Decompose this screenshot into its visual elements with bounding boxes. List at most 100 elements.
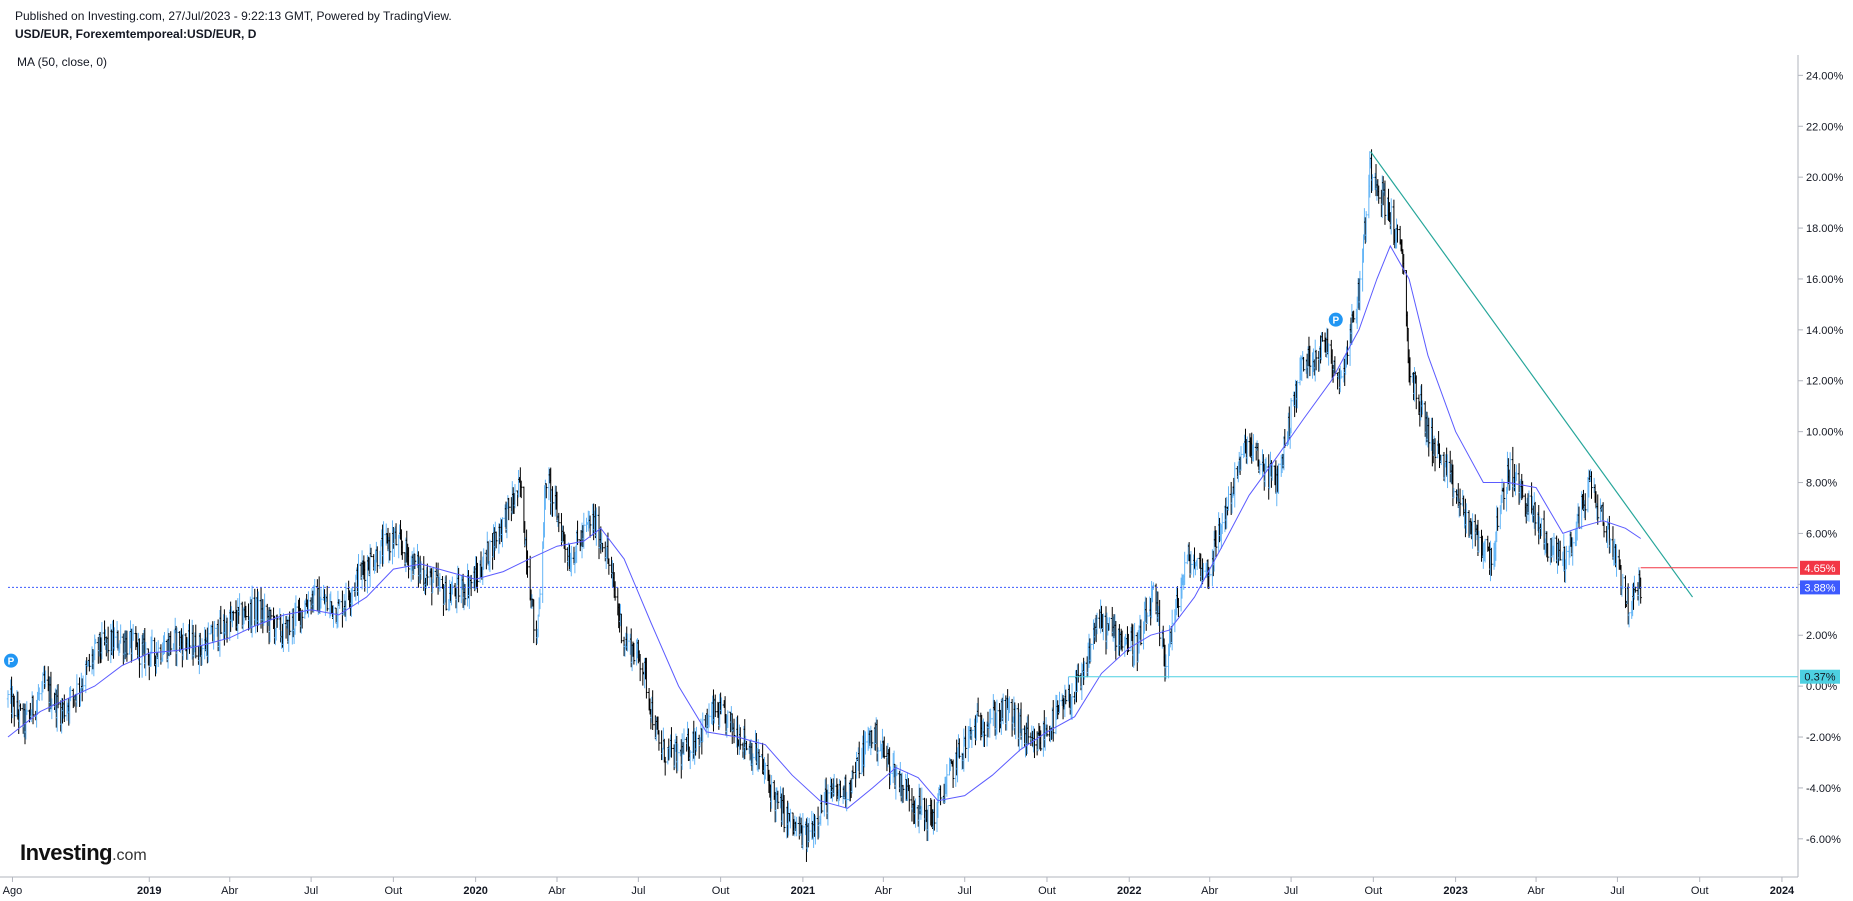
ohlc-bar (726, 710, 729, 728)
ohlc-bar (106, 626, 110, 661)
ohlc-bar (388, 532, 391, 561)
ohlc-bar (638, 654, 642, 682)
indicator-legend[interactable]: MA (50, close, 0) (17, 55, 108, 69)
ohlc-bar (1208, 569, 1211, 577)
ohlc-bar (1027, 714, 1030, 745)
ohlc-bar (701, 712, 704, 743)
ohlc-bar (275, 614, 279, 628)
ohlc-bar (976, 697, 980, 717)
ohlc-bar (670, 727, 673, 758)
ohlc-bar (870, 730, 873, 749)
ohlc-bar (1477, 530, 1481, 553)
ohlc-bar (782, 795, 786, 833)
ohlc-bar (545, 483, 548, 499)
ohlc-bar (526, 550, 529, 578)
ohlc-bar (889, 766, 892, 786)
ohlc-bar (970, 729, 974, 749)
ohlc-bar (1471, 513, 1474, 549)
ohlc-bar (31, 695, 35, 725)
ohlc-bar (1415, 375, 1418, 410)
ohlc-bar (1533, 501, 1537, 536)
ohlc-bar (926, 805, 930, 842)
ohlc-bar (482, 548, 485, 570)
ohlc-bar (795, 816, 798, 837)
ohlc-bar (1233, 462, 1236, 508)
ohlc-bar (820, 794, 823, 814)
ohlc-bar (1446, 454, 1449, 489)
ohlc-bar (451, 576, 454, 595)
ohlc-bar (807, 817, 811, 843)
ohlc-bar (1321, 331, 1324, 342)
ohlc-bar (50, 698, 54, 720)
ohlc-bar (1314, 349, 1318, 371)
ohlc-bar (119, 624, 122, 644)
ohlc-bar (570, 545, 573, 577)
ohlc-bar (576, 520, 579, 545)
ohlc-bar (582, 512, 586, 549)
ohlc-bar (595, 507, 598, 546)
ohlc-bar (541, 541, 544, 603)
ohlc-bar (1001, 693, 1005, 725)
ohlc-bar (557, 512, 560, 533)
ohlc-bar (494, 531, 498, 549)
ohlc-bar (714, 694, 717, 718)
ohlc-bar (244, 605, 248, 621)
ohlc-bar (88, 653, 91, 672)
ohlc-bar (513, 484, 517, 509)
ohlc-bar (332, 605, 335, 628)
ohlc-bar (1458, 488, 1462, 517)
ohlc-bar (1077, 663, 1080, 683)
ohlc-bar (757, 749, 761, 770)
ohlc-bar (1164, 654, 1168, 680)
ohlc-bar (751, 753, 755, 776)
ohlc-bar (1264, 457, 1268, 471)
ohlc-bar (1170, 609, 1174, 651)
ohlc-bar (507, 497, 510, 521)
ohlc-bar (213, 620, 216, 642)
ohlc-bar (1327, 343, 1330, 366)
ohlc-bar (269, 609, 273, 620)
ohlc-bar (1089, 643, 1092, 663)
ohlc-bar (1239, 446, 1243, 471)
ohlc-bar (789, 808, 792, 829)
ohlc-bar (626, 633, 629, 652)
ohlc-bar (1108, 617, 1111, 631)
ohlc-bar (1252, 434, 1255, 462)
ohlc-bar (357, 554, 360, 605)
symbol-title: USD/EUR, Forexemtemporeal:USD/EUR, D (15, 27, 257, 41)
ohlc-bar (1371, 174, 1374, 191)
ohlc-bar (426, 563, 429, 586)
ohlc-bar (432, 566, 435, 583)
ohlc-bar (839, 780, 842, 798)
ohlc-bar (964, 725, 967, 759)
ohlc-bar (745, 740, 748, 751)
ohlc-bar (707, 703, 711, 728)
ohlc-bar (858, 741, 861, 779)
ohlc-bar (182, 622, 185, 661)
ohlc-bar (288, 611, 291, 636)
ohlc-bar (407, 547, 410, 579)
ohlc-bar (814, 815, 817, 845)
ohlc-bar (826, 784, 830, 826)
ohlc-bar (601, 542, 604, 553)
ohlc-bar (1246, 436, 1249, 465)
ohlc-bar (38, 687, 41, 702)
ohlc-bar (851, 765, 855, 780)
plot-area: PP (4, 149, 1798, 862)
ohlc-bar (1302, 356, 1305, 372)
ohlc-bar (588, 515, 592, 538)
ohlc-bar (1145, 612, 1149, 625)
ohlc-bar (920, 787, 924, 816)
ohlc-bar (770, 775, 773, 809)
ohlc-bar (75, 674, 79, 707)
ohlc-bar (194, 624, 197, 659)
ohlc-bar (832, 773, 836, 797)
ohlc-bar (1440, 454, 1443, 466)
ohlc-bar (125, 630, 129, 662)
ohlc-bar (1515, 464, 1518, 482)
ohlc-bar (150, 629, 154, 654)
ohlc-bar (338, 599, 341, 609)
ohlc-bar (1390, 198, 1393, 235)
ohlc-bar (144, 642, 147, 677)
